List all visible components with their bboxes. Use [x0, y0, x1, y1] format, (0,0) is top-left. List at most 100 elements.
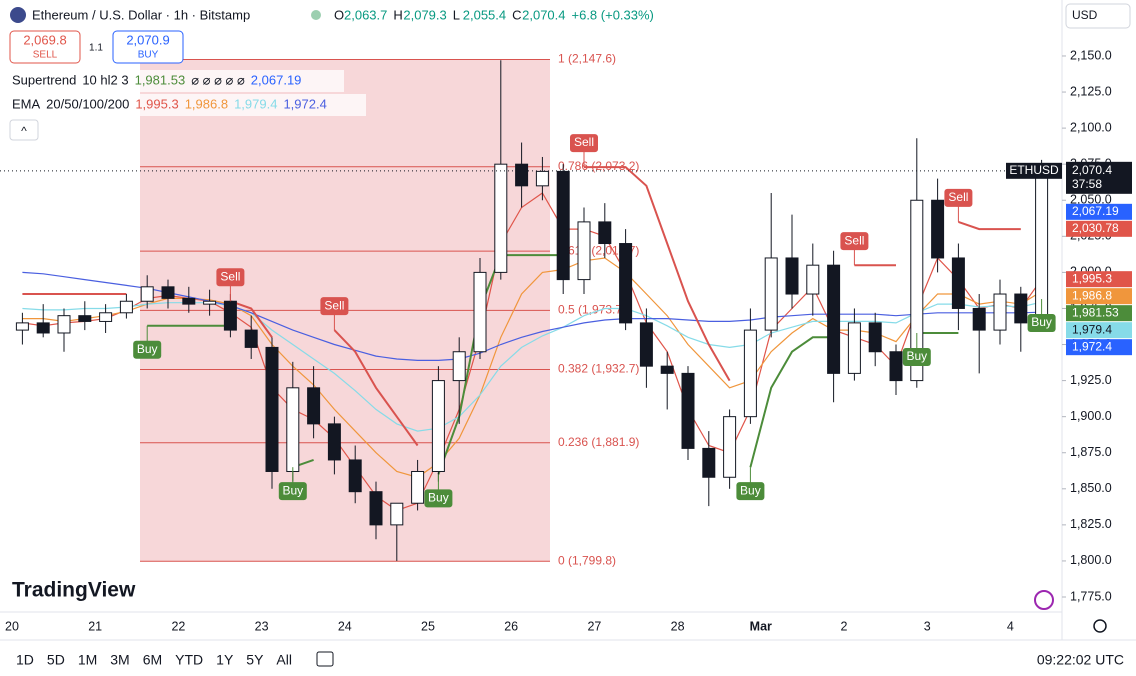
candle-body [140, 286, 154, 302]
signal-label: Sell [844, 233, 864, 247]
y-tick-label: 1,925.0 [1070, 373, 1112, 387]
range-button[interactable]: 6M [143, 652, 162, 668]
collapse-icon: ^ [21, 124, 27, 138]
candle-body [452, 351, 466, 382]
buy-label: BUY [138, 50, 159, 61]
signal-badge [216, 268, 245, 287]
range-button[interactable]: 5Y [246, 652, 264, 668]
x-tick-label: 25 [421, 619, 435, 633]
signal-label: Sell [220, 269, 240, 283]
signal-badge [1027, 314, 1056, 333]
candle-body [390, 502, 404, 526]
candle-body [327, 423, 341, 461]
ohlc-key: C [512, 7, 521, 22]
ai-icon[interactable] [1034, 590, 1054, 610]
candle-body [702, 447, 716, 478]
legend-bg [8, 70, 344, 92]
candle-body [369, 491, 383, 526]
price-badge [1066, 288, 1132, 305]
candle-body [639, 322, 653, 367]
date-range-icon[interactable] [316, 651, 334, 667]
candle-body [348, 459, 362, 493]
signal-label: Buy [906, 349, 927, 363]
price-badge-label: 1,995.3 [1072, 271, 1112, 285]
collapse-button[interactable] [9, 119, 39, 141]
candle-body [431, 380, 445, 472]
x-tick-label: 23 [255, 619, 269, 633]
candle-body [307, 387, 321, 425]
plot-area: 1 (2,147.6)0.786 (2,073.2)0.618 (2,014.7… [15, 52, 1056, 567]
candle-body [660, 365, 674, 374]
candle-body [972, 307, 986, 331]
signal-label: Buy [282, 483, 303, 497]
candle-body [1014, 293, 1028, 324]
x-tick-label: 28 [671, 619, 685, 633]
price-badge-label: 1,981.53 [1072, 305, 1119, 319]
symbol-icon [10, 7, 26, 23]
ohlc-key: H [393, 7, 402, 22]
price-badge [1066, 339, 1132, 356]
countdown: 37:58 [1072, 177, 1102, 191]
candle-body [535, 170, 549, 187]
candle-body [910, 199, 924, 382]
signal-badge [840, 232, 869, 251]
candle-body [931, 199, 945, 259]
signal-badge [424, 489, 453, 508]
ohlc-key: O [334, 7, 344, 22]
sell-price: 2,069.8 [23, 32, 66, 47]
range-button[interactable]: 1M [78, 652, 97, 668]
settings-icon[interactable] [1093, 619, 1107, 633]
y-tick-label: 1,850.0 [1070, 481, 1112, 495]
buy-price: 2,070.9 [126, 32, 169, 47]
ohlc-value: 2,055.4 [463, 7, 506, 22]
price-badge [1066, 322, 1132, 339]
candle-body [182, 297, 196, 305]
signal-label: Buy [1031, 315, 1052, 329]
range-button[interactable]: 5D [47, 652, 65, 668]
candle-body [99, 312, 113, 322]
candle-body [598, 221, 612, 245]
ohlc-value: 2,070.4 [522, 7, 565, 22]
x-tick-label: 3 [924, 619, 931, 633]
candle-body [203, 300, 217, 305]
signal-label: Buy [740, 483, 761, 497]
candle-body [951, 257, 965, 309]
fib-label: 0.786 (2,073.2) [558, 159, 639, 173]
candle-body [473, 271, 487, 353]
indicator-name: EMA [12, 96, 41, 111]
range-button[interactable]: 3M [110, 652, 129, 668]
indicator-name: Supertrend [12, 72, 76, 87]
indicator-value: 1,995.3 [135, 96, 178, 111]
range-button[interactable]: YTD [175, 652, 203, 668]
last-price-label: 2,070.4 [1072, 163, 1112, 177]
candle-body [868, 322, 882, 353]
buy-button[interactable] [112, 30, 184, 64]
candle-body [827, 264, 841, 374]
range-button[interactable]: 1D [16, 652, 34, 668]
y-tick-label: 1,800.0 [1070, 553, 1112, 567]
x-tick-label: 4 [1007, 619, 1014, 633]
indicator-value: 1,986.8 [185, 96, 228, 111]
supertrend-down [22, 166, 1021, 447]
legend-bg [4, 3, 344, 27]
candle-body [619, 243, 633, 324]
signal-label: Sell [948, 190, 968, 204]
x-tick-label: 22 [171, 619, 185, 633]
price-badge-label: 1,986.8 [1072, 288, 1112, 302]
range-button[interactable]: 1Y [216, 652, 234, 668]
candle-body [223, 300, 237, 331]
x-tick-label: 26 [504, 619, 518, 633]
sell-button[interactable] [9, 30, 81, 64]
fib-label: 0.5 (1,973.7) [558, 303, 626, 317]
indicator-params: 20/50/100/200 [46, 96, 129, 111]
signal-label: Buy [428, 491, 449, 505]
range-button[interactable]: All [276, 652, 292, 668]
signal-label: Sell [324, 298, 344, 312]
candle-body [286, 387, 300, 472]
candle-body [57, 315, 71, 334]
indicator-value: 1,981.53 [135, 72, 186, 87]
candle-body [847, 322, 861, 374]
currency-button[interactable] [1065, 3, 1131, 29]
fib-label: 0.236 (1,881.9) [558, 435, 639, 449]
candle-body [244, 329, 258, 348]
